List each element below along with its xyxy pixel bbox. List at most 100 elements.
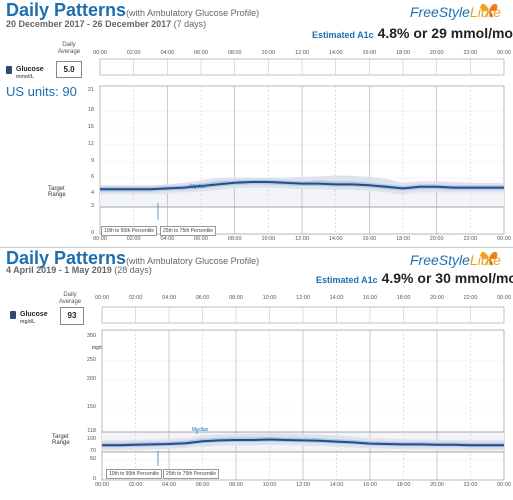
hour-label: 14:00 — [328, 50, 343, 56]
date-range: 4 April 2019 - 1 May 2019 (28 days) — [6, 265, 152, 275]
hour-label: 04:00 — [162, 295, 176, 301]
y-tick-label: 350 — [86, 333, 96, 339]
hour-label: 14:00 — [329, 482, 344, 488]
divider — [0, 247, 513, 248]
daily-average-header: Daily Average — [57, 42, 81, 55]
hour-label: 02:00 — [128, 295, 143, 301]
page-title: Daily Patterns(with Ambulatory Glucose P… — [6, 248, 260, 268]
median-label: Median — [192, 427, 209, 433]
hour-label: 20:00 — [430, 482, 444, 488]
hour-label: 08:00 — [229, 295, 243, 301]
legend-inner-percentile: 25th to 75th Percentile — [160, 226, 217, 236]
y-tick-label: 70 — [89, 448, 96, 454]
hour-label: 04:00 — [160, 50, 175, 56]
hour-label: 00:00 — [95, 295, 109, 301]
y-tick-label: 6 — [90, 174, 94, 180]
hour-label: 20:00 — [429, 50, 444, 56]
hour-label: 20:00 — [430, 295, 444, 301]
hour-label: 04:00 — [160, 236, 175, 242]
y-tick-label: 50 — [89, 456, 96, 462]
hour-label: 00:00 — [497, 50, 511, 56]
hour-label: 14:00 — [328, 236, 343, 242]
glucose-label: Glucose mg/dL — [20, 311, 48, 325]
days-count: (28 days) — [114, 265, 152, 275]
y-tick-label: 0 — [92, 476, 96, 482]
hour-label: 16:00 — [362, 50, 377, 56]
hour-label: 02:00 — [126, 50, 141, 56]
daily-average-header: Daily Average — [58, 292, 82, 305]
y-tick-label: 118 — [87, 428, 96, 434]
date-range: 20 December 2017 - 26 December 2017 (7 d… — [6, 19, 207, 29]
y-tick-label: 0 — [90, 230, 94, 236]
hour-label: 06:00 — [195, 295, 210, 301]
hour-label: 00:00 — [95, 482, 109, 488]
y-axis-unit: mg/dL — [92, 345, 106, 351]
y-tick-label: 9 — [90, 158, 94, 164]
hour-label: 20:00 — [429, 236, 444, 242]
hour-label: 14:00 — [329, 295, 344, 301]
hour-label: 18:00 — [396, 236, 410, 242]
agp-chart — [99, 58, 505, 235]
butterfly-icon — [480, 251, 498, 266]
y-tick-label: 21 — [87, 87, 94, 93]
days-count: (7 days) — [173, 19, 207, 29]
hour-label: 12:00 — [296, 482, 310, 488]
target-range-label: Target Range — [52, 434, 70, 446]
hour-label: 08:00 — [229, 482, 243, 488]
y-tick-label: 200 — [86, 376, 96, 382]
estimated-a1c: Estimated A1c 4.9% or 30 mmol/mol — [316, 270, 513, 286]
daily-average-value: 5.0 — [56, 61, 82, 78]
glucose-meter-icon — [10, 311, 16, 319]
page-subtitle: (with Ambulatory Glucose Profile) — [126, 8, 260, 18]
hour-label: 06:00 — [194, 236, 208, 242]
legend-outer-percentile: 10th to 90th Percentile — [101, 226, 158, 236]
y-tick-label: 3 — [90, 203, 94, 209]
hour-label: 22:00 — [463, 50, 478, 56]
legend-inner-percentile: 25th to 75th Percentile — [163, 469, 220, 479]
hour-label: 00:00 — [93, 50, 107, 56]
hour-label: 00:00 — [497, 295, 511, 301]
hour-label: 18:00 — [396, 295, 411, 301]
hour-label: 08:00 — [227, 236, 242, 242]
hour-label: 02:00 — [128, 482, 143, 488]
hour-label: 10:00 — [262, 482, 277, 488]
y-tick-label: 18 — [87, 107, 94, 113]
y-tick-label: 250 — [86, 357, 96, 363]
hour-label: 04:00 — [162, 482, 176, 488]
hour-label: 18:00 — [396, 50, 410, 56]
hour-label: 10:00 — [261, 50, 276, 56]
legend-outer-percentile: 10th to 90th Percentile — [106, 469, 163, 479]
daily-average-value: 93 — [60, 307, 84, 325]
estimated-a1c: Estimated A1c 4.8% or 29 mmol/mol — [312, 25, 513, 41]
butterfly-icon — [480, 3, 498, 18]
hour-label: 22:00 — [463, 236, 478, 242]
glucose-meter-icon — [6, 66, 12, 74]
median-line — [100, 181, 504, 191]
page-subtitle: (with Ambulatory Glucose Profile) — [126, 256, 260, 266]
hour-label: 22:00 — [463, 482, 478, 488]
hour-label: 16:00 — [362, 236, 377, 242]
hour-label: 06:00 — [194, 50, 208, 56]
median-label: Median — [190, 184, 207, 190]
hour-label: 12:00 — [296, 295, 310, 301]
hour-label: 10:00 — [261, 236, 276, 242]
hour-label: 00:00 — [497, 236, 511, 242]
y-tick-label: 12 — [87, 141, 94, 147]
hour-label: 00:00 — [497, 482, 511, 488]
hour-label: 06:00 — [195, 482, 210, 488]
page-title: Daily Patterns(with Ambulatory Glucose P… — [6, 0, 260, 20]
hour-label: 18:00 — [396, 482, 411, 488]
hour-label: 12:00 — [295, 50, 309, 56]
glucose-label: Glucose mmol/L — [16, 66, 44, 80]
hour-label: 02:00 — [126, 236, 141, 242]
y-tick-label: 15 — [87, 124, 94, 130]
y-tick-label: 4 — [90, 190, 94, 196]
target-range-label: Target Range — [48, 186, 66, 198]
median-line — [102, 438, 504, 447]
y-tick-label: 150 — [86, 404, 96, 410]
y-tick-label: 100 — [86, 436, 96, 442]
hour-label: 08:00 — [227, 50, 242, 56]
hour-label: 16:00 — [363, 482, 377, 488]
hour-label: 00:00 — [93, 236, 107, 242]
